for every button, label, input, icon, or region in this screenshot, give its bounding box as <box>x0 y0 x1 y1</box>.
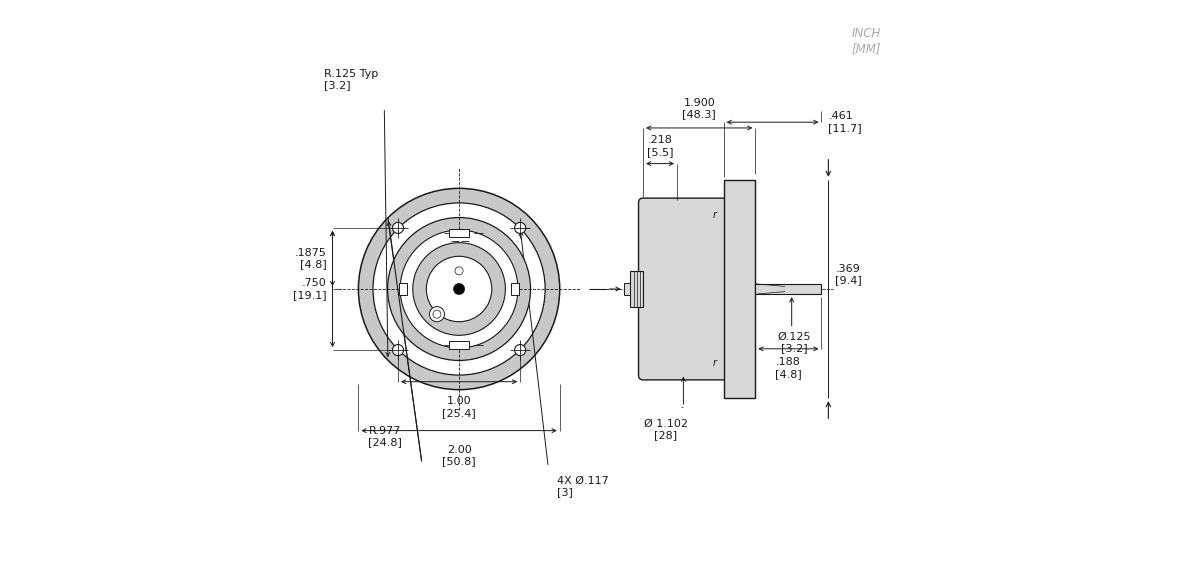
Text: .750
[19.1]: .750 [19.1] <box>293 278 326 300</box>
Text: .1875
[4.8]: .1875 [4.8] <box>295 247 326 269</box>
Circle shape <box>455 267 463 275</box>
Bar <box>449 342 469 349</box>
Bar <box>755 284 822 294</box>
Text: Ø.125
[3.2]: Ø.125 [3.2] <box>778 332 811 353</box>
Bar <box>630 271 643 307</box>
Text: .188
[4.8]: .188 [4.8] <box>775 357 802 379</box>
Text: INCH
[MM]: INCH [MM] <box>851 27 881 55</box>
Circle shape <box>392 223 403 234</box>
Text: R.125 Typ
[3.2]: R.125 Typ [3.2] <box>324 69 378 91</box>
Text: r: r <box>713 210 716 220</box>
Circle shape <box>426 256 492 322</box>
Circle shape <box>373 203 545 375</box>
Text: .218
[5.5]: .218 [5.5] <box>647 135 673 157</box>
Bar <box>398 283 407 295</box>
Bar <box>724 180 755 398</box>
Circle shape <box>392 344 403 355</box>
Circle shape <box>515 344 526 355</box>
FancyBboxPatch shape <box>638 198 728 380</box>
Circle shape <box>433 310 440 318</box>
Text: 4X Ø.117
[3]: 4X Ø.117 [3] <box>557 476 608 498</box>
Circle shape <box>454 283 464 295</box>
Bar <box>449 229 469 236</box>
Text: .461
[11.7]: .461 [11.7] <box>828 112 862 133</box>
Text: .369
[9.4]: .369 [9.4] <box>835 264 862 286</box>
Circle shape <box>359 188 559 390</box>
Circle shape <box>388 217 530 361</box>
Circle shape <box>400 230 518 348</box>
Text: R.977
[24.8]: R.977 [24.8] <box>367 425 402 447</box>
Circle shape <box>515 223 526 234</box>
Bar <box>511 283 520 295</box>
Text: Ø 1.102
[28]: Ø 1.102 [28] <box>643 418 688 440</box>
Text: 1.900
[48.3]: 1.900 [48.3] <box>683 98 716 119</box>
Circle shape <box>430 306 444 322</box>
Text: 2.00
[50.8]: 2.00 [50.8] <box>443 445 476 466</box>
Bar <box>624 283 630 295</box>
Text: r: r <box>713 358 716 368</box>
Circle shape <box>413 243 505 335</box>
Text: 1.00
[25.4]: 1.00 [25.4] <box>442 396 476 418</box>
